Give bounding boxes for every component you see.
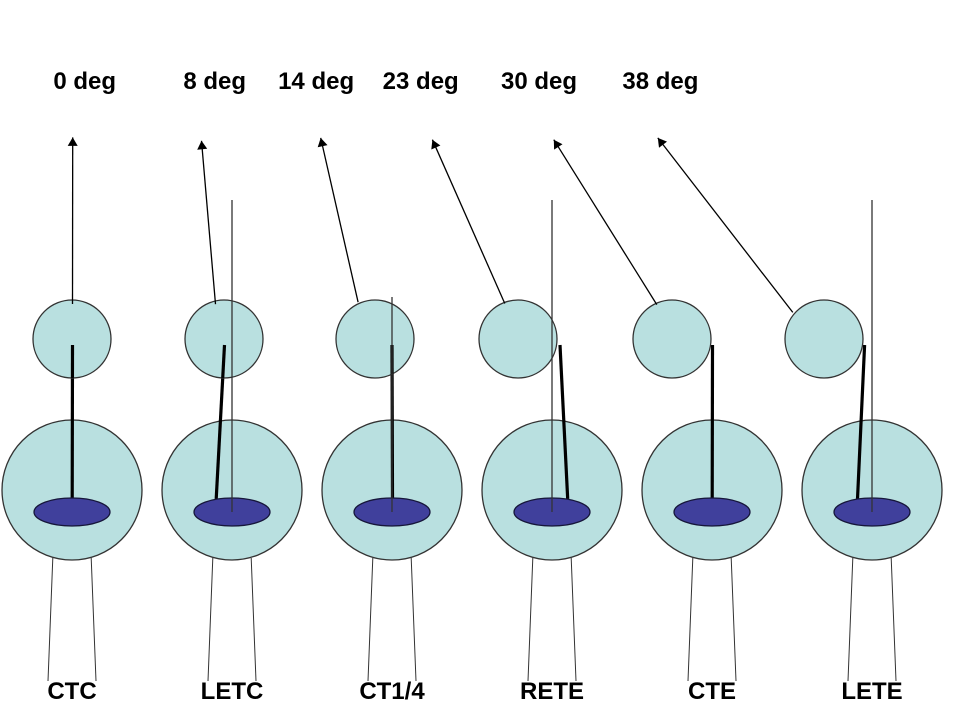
svg-text:LETC: LETC <box>201 678 264 705</box>
svg-text:CTE: CTE <box>688 678 736 705</box>
svg-text:38 deg: 38 deg <box>622 68 698 95</box>
svg-text:23 deg: 23 deg <box>383 68 459 95</box>
svg-text:30 deg: 30 deg <box>501 68 577 95</box>
svg-text:LETE: LETE <box>841 678 902 705</box>
svg-text:14 deg: 14 deg <box>278 68 354 95</box>
svg-text:8 deg: 8 deg <box>183 68 246 95</box>
svg-text:CT1/4: CT1/4 <box>359 678 425 705</box>
svg-text:RETE: RETE <box>520 678 584 705</box>
svg-text:0 deg: 0 deg <box>53 68 116 95</box>
svg-text:CTC: CTC <box>47 678 96 705</box>
